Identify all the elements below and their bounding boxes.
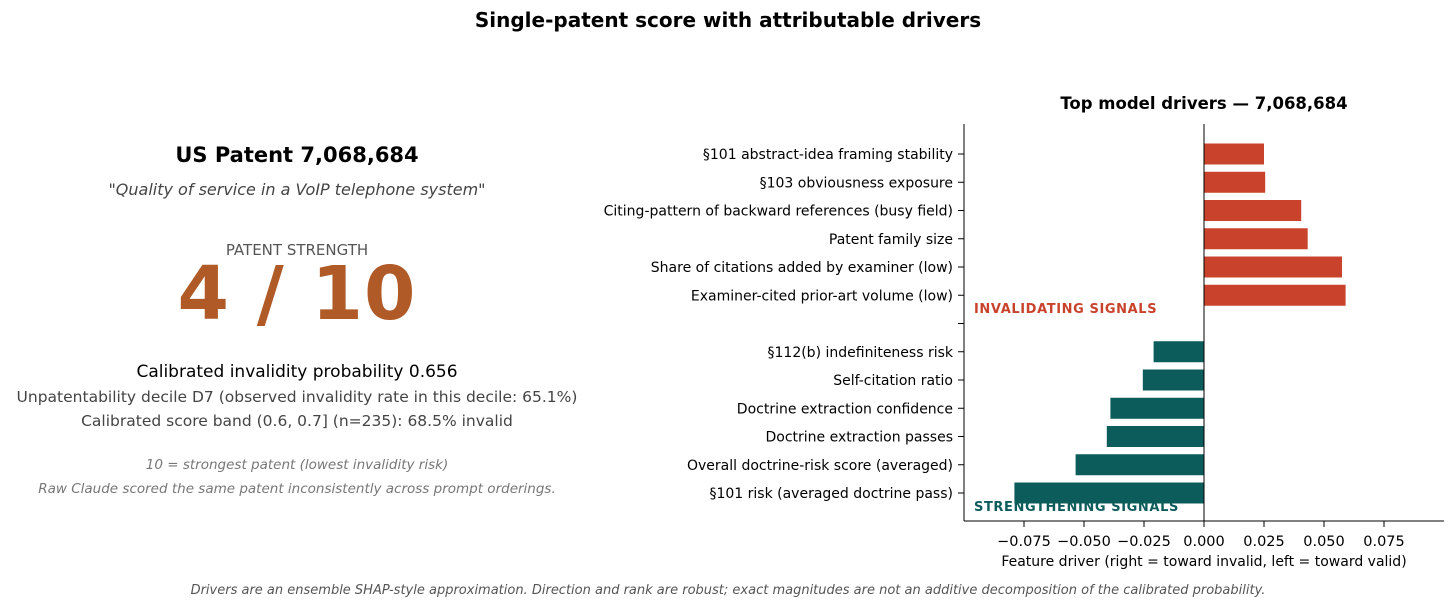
bar [1142, 369, 1204, 391]
bar [1153, 341, 1204, 363]
y-tick-label: §112(b) indefiniteness risk [768, 345, 954, 361]
y-tick-label: Citing-pattern of backward references (b… [604, 204, 953, 220]
x-tick-label: 0.050 [1303, 534, 1345, 550]
y-tick-label: Overall doctrine-risk score (averaged) [687, 458, 953, 474]
x-tick-label: −0.025 [1117, 534, 1171, 550]
claude-note: Raw Claude scored the same patent incons… [38, 481, 556, 497]
strength-label: PATENT STRENGTH [225, 241, 369, 259]
y-tick-label: §101 abstract-idea framing stability [703, 147, 953, 163]
patent-subtitle: "Quality of service in a VoIP telephone … [108, 180, 486, 199]
patent-title: US Patent 7,068,684 [175, 143, 419, 167]
calibrated-score-band: Calibrated score band (0.6, 0.7] (n=235)… [81, 412, 513, 430]
x-axis-label: Feature driver (right = toward invalid, … [1001, 554, 1406, 570]
bar [1075, 454, 1204, 476]
x-tick-label: 0.075 [1363, 534, 1405, 550]
y-tick-label: §103 obviousness exposure [760, 175, 953, 191]
figure-title: Single-patent score with attributable dr… [474, 8, 982, 32]
strengthening-signals-label: STRENGTHENING SIGNALS [974, 500, 1179, 515]
y-tick-label: Self-citation ratio [833, 373, 953, 389]
invalidating-signals-label: INVALIDATING SIGNALS [974, 302, 1157, 317]
y-tick-label: Doctrine extraction confidence [737, 401, 953, 417]
strength-score: 4 / 10 [177, 251, 417, 337]
bar [1204, 200, 1302, 221]
calibrated-probability: Calibrated invalidity probability 0.656 [136, 362, 458, 382]
unpatentability-decile: Unpatentability decile D7 (observed inva… [16, 388, 578, 406]
bar [1110, 397, 1204, 419]
bar [1204, 171, 1266, 193]
y-tick-label: §101 risk (averaged doctrine pass) [709, 486, 953, 502]
y-tick-label: Doctrine extraction passes [765, 430, 953, 446]
bar [1204, 143, 1264, 165]
x-tick-label: 0.025 [1243, 534, 1285, 550]
bar [1014, 482, 1204, 504]
bar [1204, 256, 1342, 278]
bar [1106, 426, 1204, 447]
x-tick-label: −0.075 [997, 534, 1051, 550]
x-tick-label: 0.000 [1183, 534, 1225, 550]
bar [1204, 228, 1308, 250]
y-tick-label: Patent family size [829, 232, 953, 248]
y-tick-label: Examiner-cited prior-art volume (low) [691, 288, 953, 304]
x-tick-label: −0.050 [1057, 534, 1111, 550]
footnote: Drivers are an ensemble SHAP-style appro… [190, 583, 1266, 598]
chart-title: Top model drivers — 7,068,684 [1060, 94, 1347, 113]
bar [1204, 284, 1346, 306]
scale-note: 10 = strongest patent (lowest invalidity… [145, 457, 449, 473]
y-tick-label: Share of citations added by examiner (lo… [651, 260, 953, 276]
